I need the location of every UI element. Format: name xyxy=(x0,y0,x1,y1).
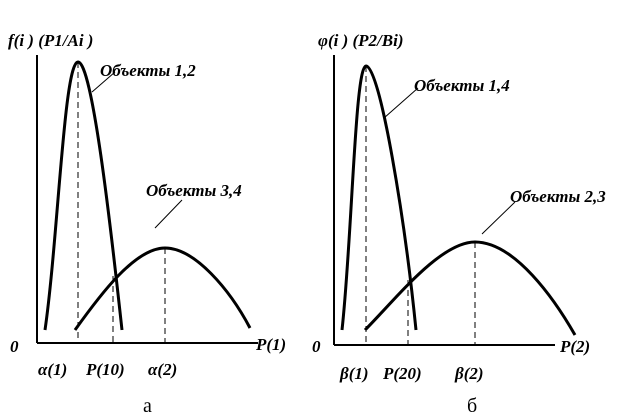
right-caption: б xyxy=(467,395,477,417)
left-curve-label-2: Объекты 3,4 xyxy=(146,181,242,200)
right-tick-p20: P(20) xyxy=(382,364,422,383)
right-tick-beta2: β(2) xyxy=(454,364,484,383)
left-caption: а xyxy=(143,395,152,417)
left-origin-label: 0 xyxy=(10,337,19,356)
right-wide-curve xyxy=(363,240,577,336)
right-curve-label-1: Объекты 1,4 xyxy=(414,76,510,95)
left-x-axis-label: P(1) xyxy=(255,335,286,354)
right-panel: φ(i ) (P2/Bi) 0 P(2) Объекты 1,4 Объекты… xyxy=(312,31,606,417)
left-tick-p10: P(10) xyxy=(85,360,125,379)
left-leader-2 xyxy=(154,199,183,229)
right-x-axis-label: P(2) xyxy=(559,337,590,356)
right-y-axis-label: φ(i ) (P2/Bi) xyxy=(318,31,403,50)
left-panel: f(i ) (P1/Ai ) 0 P(1) Объекты 1,2 Объект… xyxy=(8,31,286,417)
left-curve-label-1: Объекты 1,2 xyxy=(100,61,196,80)
left-tick-alpha1: α(1) xyxy=(38,360,67,379)
left-narrow-curve xyxy=(43,60,124,331)
left-wide-curve xyxy=(73,246,252,331)
right-leader-2 xyxy=(481,201,516,235)
right-tick-beta1: β(1) xyxy=(339,364,369,383)
right-leader-1 xyxy=(383,87,419,119)
right-curve-label-2: Объекты 2,3 xyxy=(510,187,606,206)
right-narrow-curve xyxy=(340,64,418,331)
left-leader-1 xyxy=(91,71,116,93)
right-origin-label: 0 xyxy=(312,337,321,356)
left-y-axis-label: f(i ) (P1/Ai ) xyxy=(8,31,93,50)
left-tick-alpha2: α(2) xyxy=(148,360,177,379)
